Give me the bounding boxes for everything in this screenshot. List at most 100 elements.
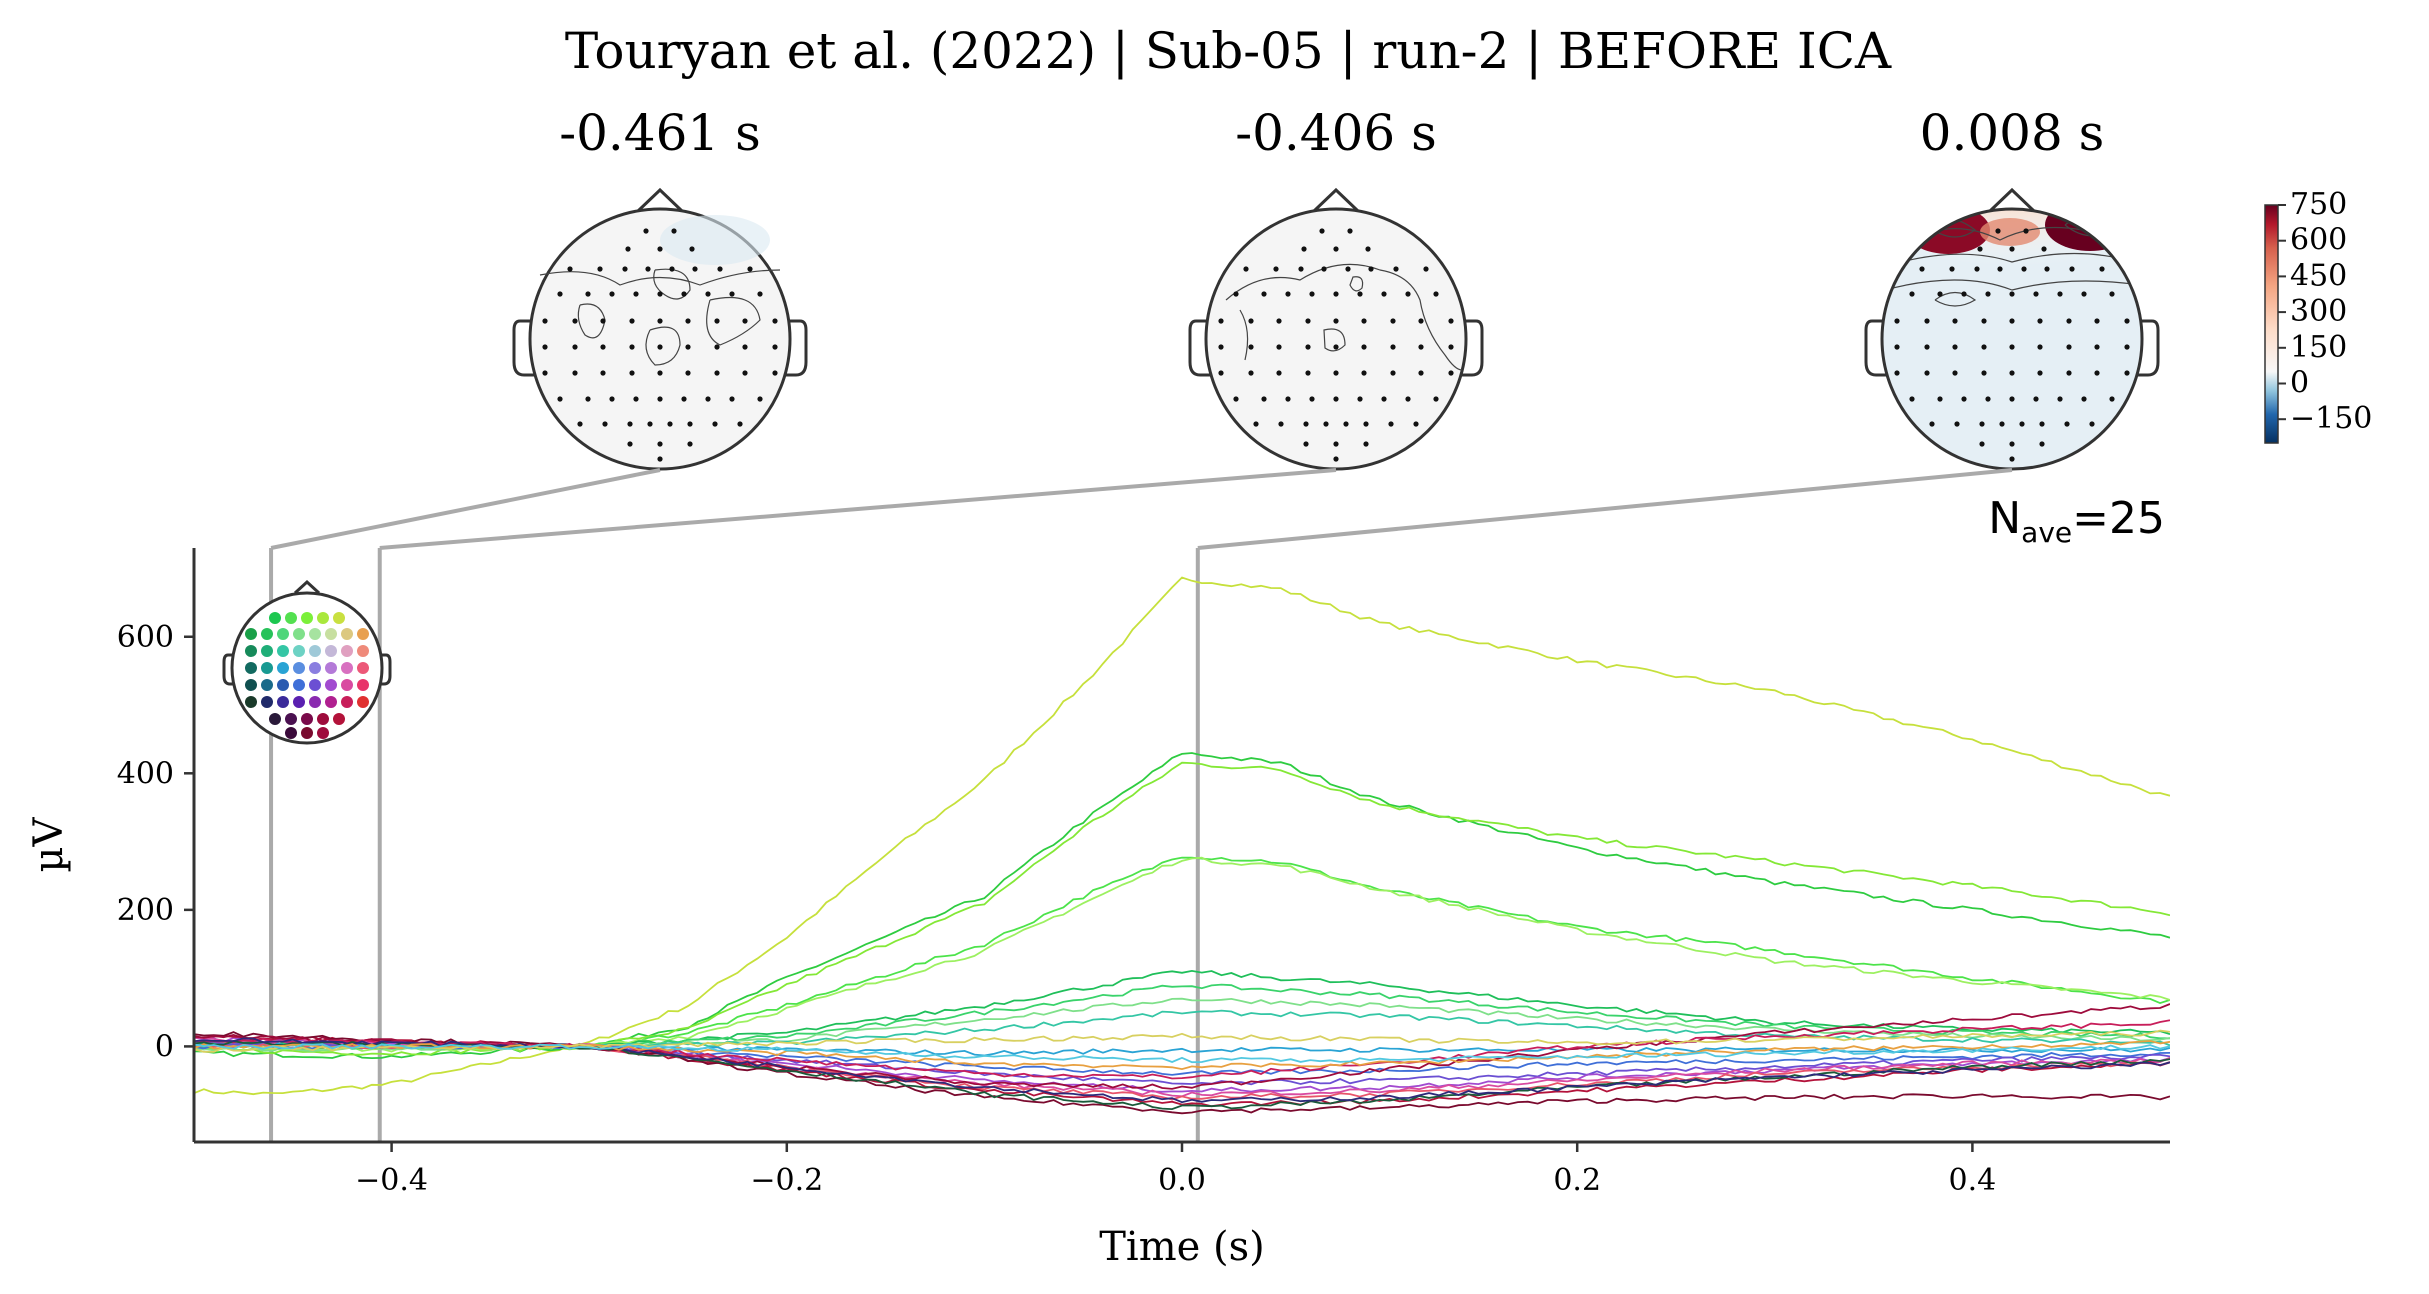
- sensor-dot: [572, 318, 578, 324]
- sensor-dot: [2099, 266, 2105, 272]
- sensor-dot: [667, 421, 673, 427]
- legend-sensor-dot: [317, 612, 329, 624]
- sensor-dot: [1309, 396, 1315, 402]
- sensor-dot: [572, 370, 578, 376]
- sensor-dot: [1333, 370, 1339, 376]
- sensor-dot: [1333, 246, 1339, 252]
- sensor-dot: [2037, 318, 2043, 324]
- connector-line: [270, 468, 661, 550]
- topomap-sensors: [1894, 228, 2130, 462]
- colorbar-tick-label: 600: [2290, 223, 2347, 258]
- sensor-dot: [643, 228, 649, 234]
- sensor-dot: [2064, 421, 2070, 427]
- legend-sensor-dot: [277, 628, 289, 640]
- legend-sensor-dot: [245, 645, 257, 657]
- sensor-dot: [633, 396, 639, 402]
- legend-sensor-dot: [293, 696, 305, 708]
- sensor-dot: [1285, 291, 1291, 297]
- sensor-dot: [2109, 396, 2115, 402]
- topomap-contour: [706, 296, 761, 346]
- sensor-dot: [1248, 318, 1254, 324]
- series-line: [194, 752, 2170, 1060]
- series-line: [194, 1043, 2170, 1064]
- sensor-dot: [1979, 441, 1985, 447]
- connector-line: [1197, 468, 2013, 550]
- sensor-dot: [689, 246, 695, 252]
- legend-sensor-dot: [261, 679, 273, 691]
- sensor-dot: [1937, 396, 1943, 402]
- y-tick-label: 0: [155, 1029, 174, 1064]
- colorbar-tick-label: 750: [2290, 187, 2347, 222]
- sensor-dot: [1333, 456, 1339, 462]
- sensor-dot: [600, 344, 606, 350]
- legend-sensor-dot: [309, 696, 321, 708]
- topomap-3: 0.008 s: [1864, 104, 2160, 471]
- legend-sensor-dot: [341, 662, 353, 674]
- sensor-dot: [2023, 228, 2029, 234]
- sensor-dot: [1276, 318, 1282, 324]
- sensor-dot: [2094, 370, 2100, 376]
- x-tick-label: −0.2: [750, 1163, 823, 1198]
- sensor-dot: [1977, 246, 1983, 252]
- sensor-dot: [2124, 344, 2130, 350]
- sensor-dot: [729, 396, 735, 402]
- sensor-dot: [1347, 228, 1353, 234]
- topomap-contour: [1323, 328, 1346, 352]
- sensor-dot: [1233, 396, 1239, 402]
- sensor-dot: [729, 291, 735, 297]
- connector-line: [379, 468, 1337, 550]
- sensor-dot: [1381, 291, 1387, 297]
- sensor-dot: [625, 246, 631, 252]
- x-tick-label: 0.4: [1949, 1163, 1997, 1198]
- sensor-dot: [542, 370, 548, 376]
- sensor-dot: [629, 370, 635, 376]
- sensor-dot: [2009, 291, 2015, 297]
- sensor-dot: [657, 370, 663, 376]
- sensor-dot: [1999, 421, 2005, 427]
- sensor-dot: [1357, 291, 1363, 297]
- sensor-dot: [1413, 421, 1419, 427]
- sensor-dot: [714, 344, 720, 350]
- legend-sensor-dot: [341, 696, 353, 708]
- topomap-left-ear: [1188, 319, 1212, 377]
- legend-sensor-dot: [317, 727, 329, 739]
- legend-sensor-dot: [325, 679, 337, 691]
- legend-sensor-dot: [309, 628, 321, 640]
- topomap-2: -0.406 s: [1188, 104, 1484, 471]
- sensor-dot: [1448, 318, 1454, 324]
- sensor-dot: [1363, 421, 1369, 427]
- y-tick-label: 200: [117, 893, 174, 928]
- sensor-dot: [1248, 370, 1254, 376]
- sensor-dot: [1305, 344, 1311, 350]
- sensor-dot: [1390, 344, 1396, 350]
- topomap-contour: [653, 268, 691, 300]
- sensor-dot: [705, 291, 711, 297]
- sensor-dot: [2094, 344, 2100, 350]
- sensor-dot: [2019, 421, 2025, 427]
- legend-sensor-dot: [325, 645, 337, 657]
- sensor-dot: [1261, 291, 1267, 297]
- series-line: [194, 1037, 2170, 1104]
- sensor-dot: [1303, 441, 1309, 447]
- sensor-dot: [1952, 370, 1958, 376]
- legend-sensor-dot: [341, 628, 353, 640]
- x-axis-label: Time (s): [1099, 1224, 1265, 1270]
- sensor-dot: [742, 370, 748, 376]
- legend-sensor-dot: [293, 628, 305, 640]
- legend-sensor-dot: [325, 628, 337, 640]
- sensor-dot: [757, 291, 763, 297]
- sensor-dot: [737, 421, 743, 427]
- sensor-dot: [1894, 370, 1900, 376]
- sensor-dot: [1929, 421, 1935, 427]
- sensor-dot: [685, 370, 691, 376]
- sensor-dot: [1995, 228, 2001, 234]
- sensor-dot: [1961, 291, 1967, 297]
- colorbar-tick-label: 0: [2290, 366, 2309, 401]
- sensor-dot: [1343, 421, 1349, 427]
- sensor-dot: [1937, 291, 1943, 297]
- sensor-dot: [1974, 266, 1980, 272]
- sensor-dot: [669, 266, 675, 272]
- topomap-time-label: -0.406 s: [1235, 104, 1437, 162]
